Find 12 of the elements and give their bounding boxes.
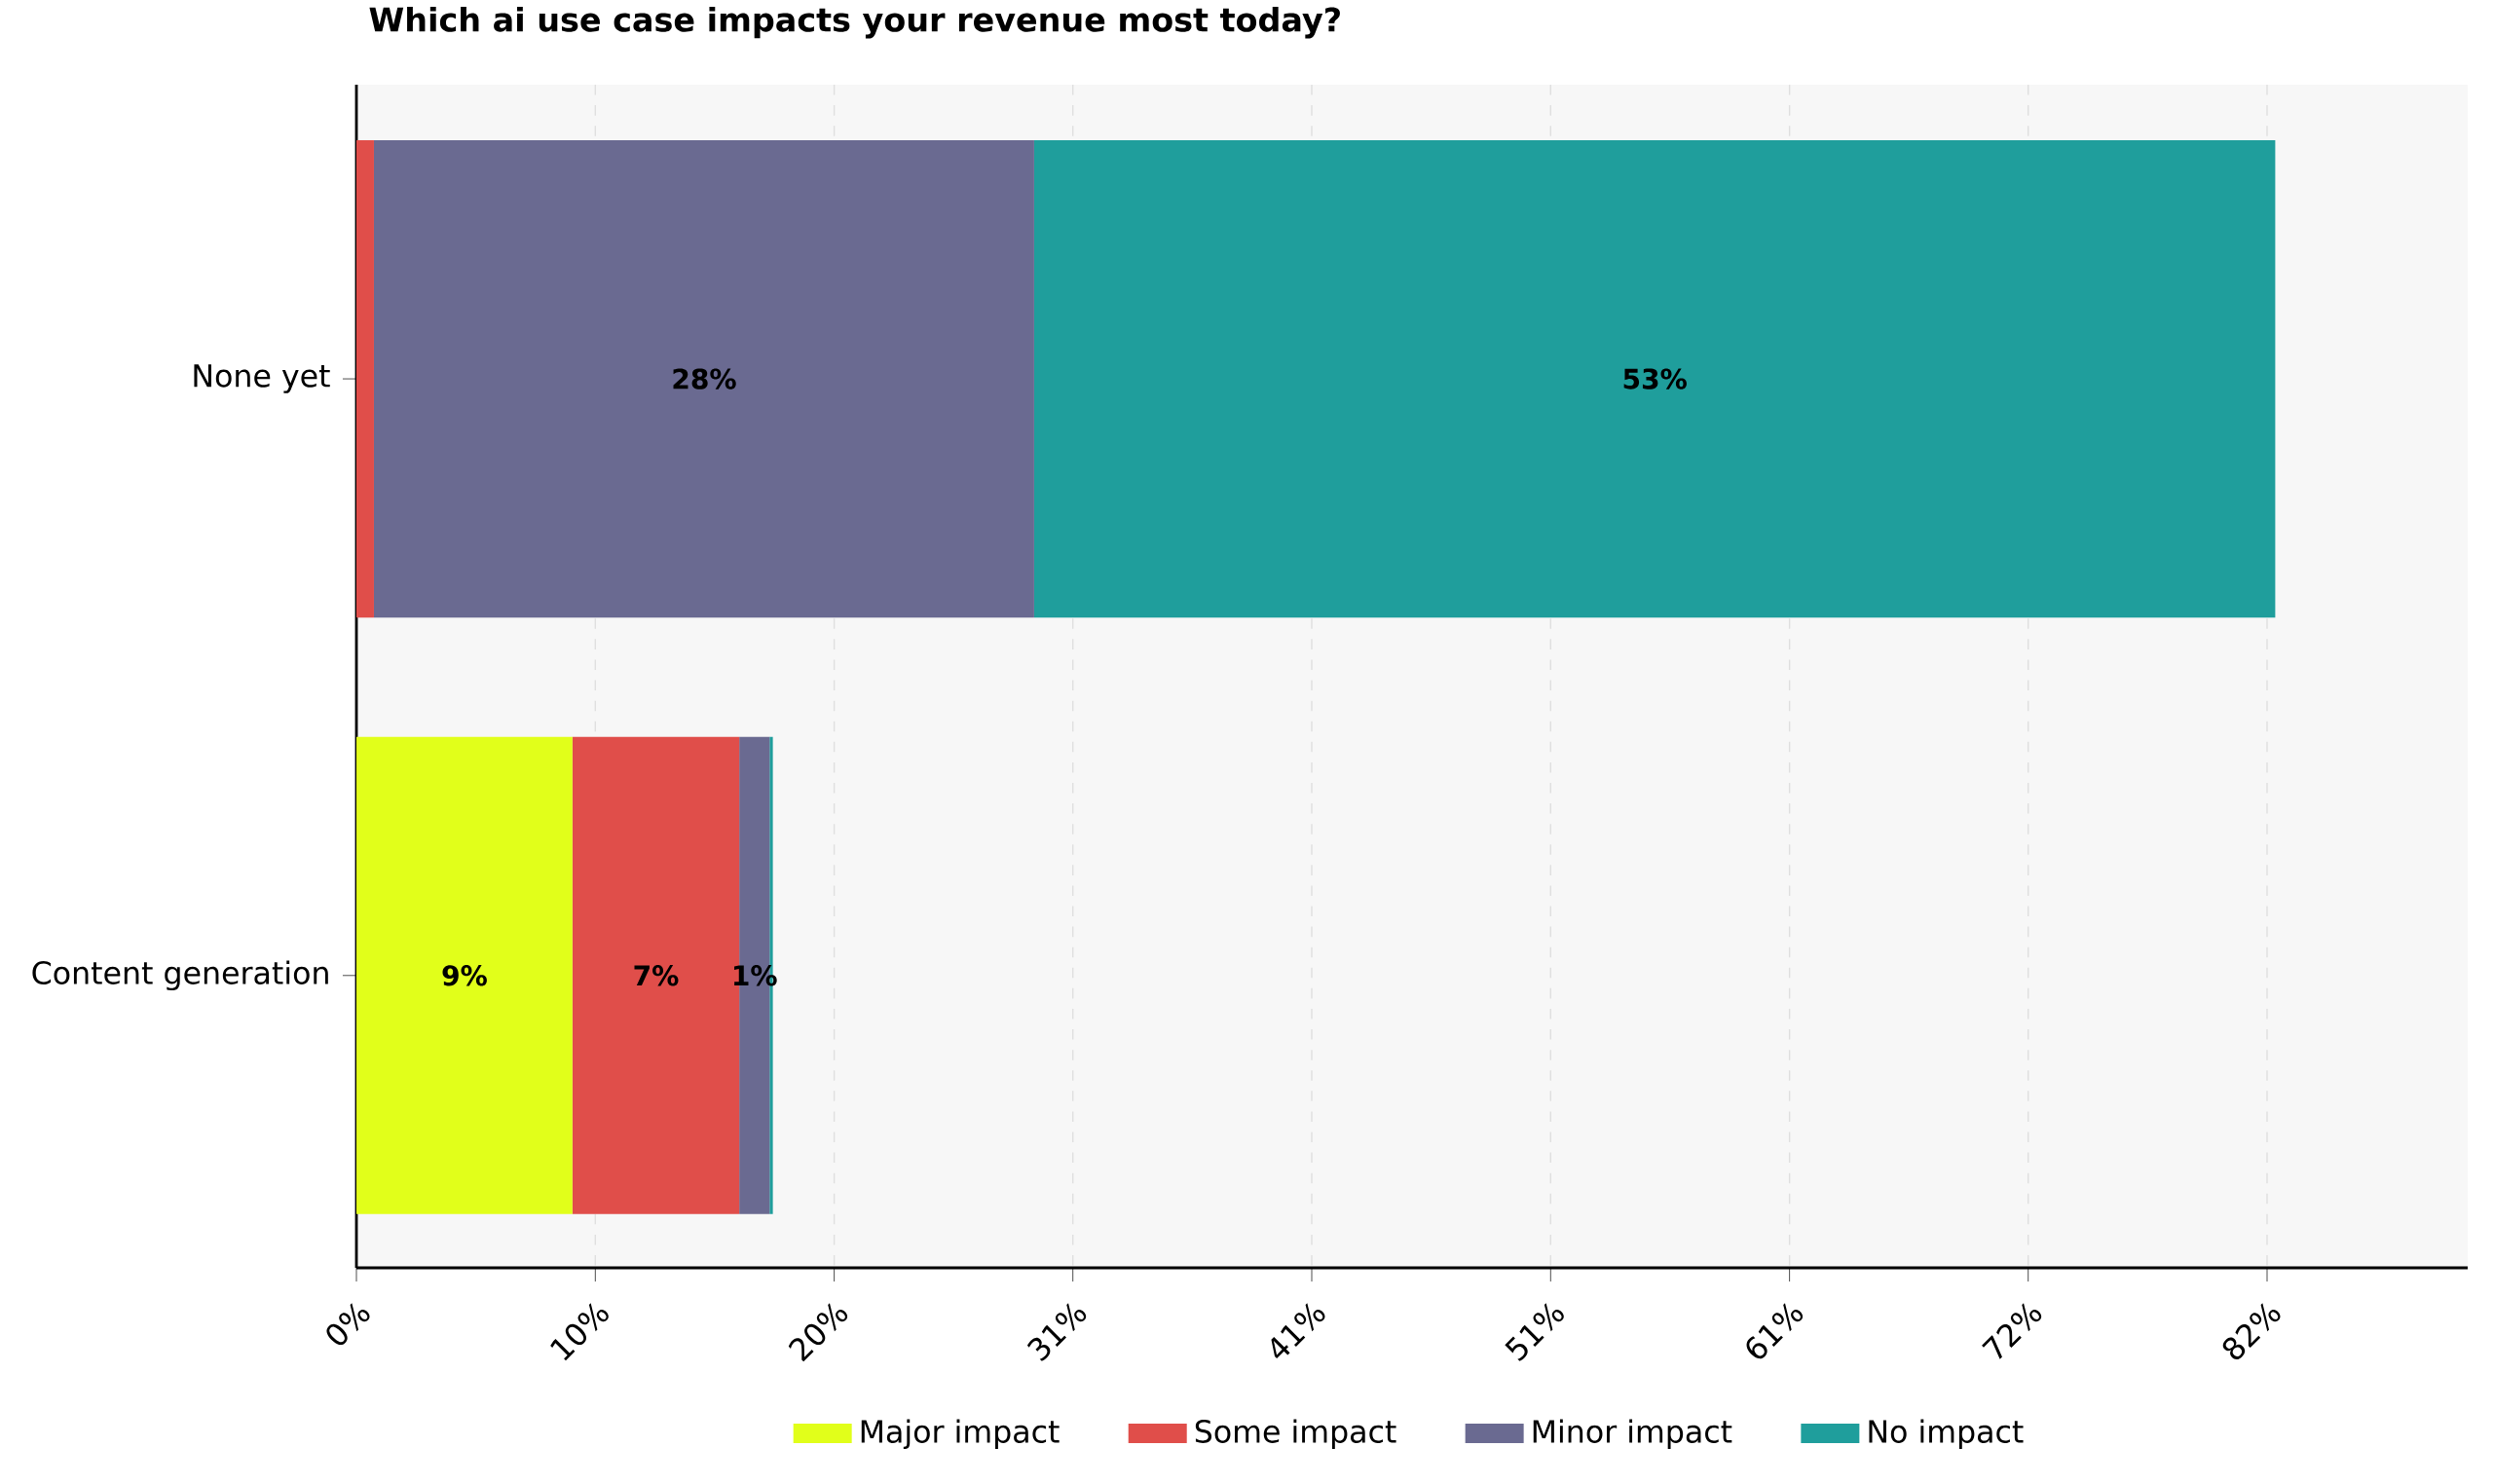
legend-label: Some impact [1195, 1419, 1396, 1450]
y-tick-label: None yet [194, 364, 330, 393]
data-label: 53% [1623, 368, 1687, 390]
y-tick-label: Content generation [32, 960, 328, 991]
data-label: 7% [634, 965, 679, 986]
legend-label: Minor impact [1533, 1419, 1732, 1450]
data-label: 28% [673, 368, 736, 390]
legend-label: Major impact [861, 1419, 1060, 1450]
chart-title: Which ai use case impacts your revenue most today? [369, 6, 1340, 39]
data-label: 9% [442, 965, 487, 986]
x-tick-label: 0% [326, 1303, 370, 1346]
legend-label: No impact [1869, 1419, 2024, 1450]
